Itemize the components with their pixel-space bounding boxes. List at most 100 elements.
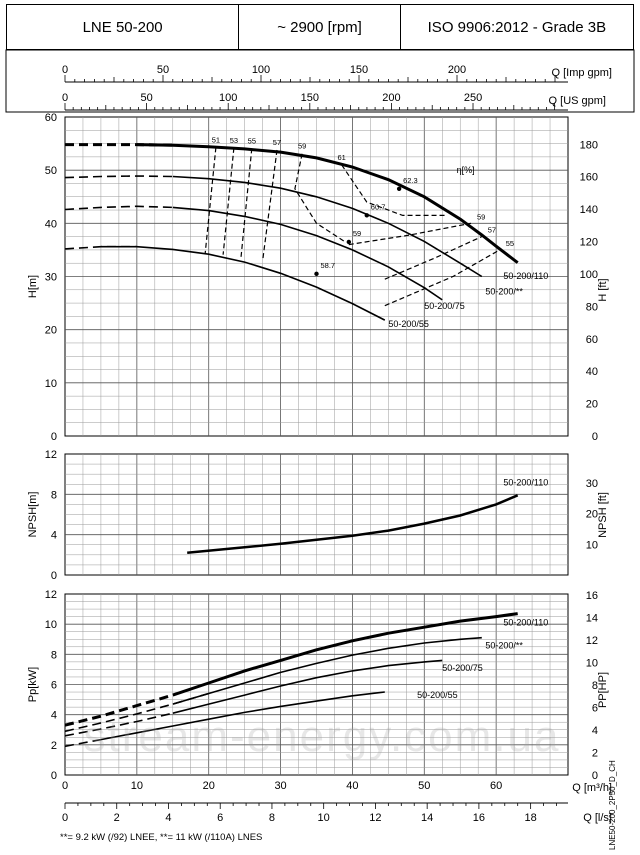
us-axis-title: Q [US gpm] [549, 95, 606, 107]
power-hp-tick: 4 [592, 725, 598, 737]
power-curve-label: 50-200/75 [442, 663, 483, 673]
ls-axis-title: Q [l/s] [583, 812, 612, 824]
head-y-tick: 0 [51, 431, 57, 443]
power-hp-tick: 8 [592, 680, 598, 692]
efficiency-label: 51 [212, 135, 220, 144]
ls-tick-label: 16 [473, 812, 485, 824]
x-m3h-title: Q [m³/h] [572, 782, 612, 794]
model-label: LNE 50-200 [7, 5, 240, 49]
efficiency-curve-6 [348, 222, 472, 246]
head-curve-50-200-75-dashed [64, 205, 173, 211]
power-y-tick: 8 [51, 649, 57, 661]
head-ft-title: H [ft] [597, 278, 609, 301]
head-y-tick: 10 [45, 378, 57, 390]
ls-tick-label: 18 [525, 812, 537, 824]
imp-tick-label: 0 [62, 64, 68, 76]
head-curve-label: 50-200/55 [388, 319, 429, 329]
npsh-curve-50-200-110 [187, 494, 519, 555]
npsh-ft-tick: 30 [586, 478, 598, 490]
npsh-ft-tick: 10 [586, 539, 598, 551]
document-id: LNE50-200_2P50_D_CH [608, 760, 617, 850]
power-hp-title: PP[HP] [597, 672, 609, 708]
npsh-ft-tick: 20 [586, 509, 598, 521]
power-curve-label: 50-200/** [485, 640, 523, 650]
power-curve-50-200--dashed [64, 692, 209, 733]
npsh-curve-label: 50-200/110 [503, 477, 548, 487]
efficiency-curve-0 [204, 147, 217, 255]
power-y-tick: 0 [51, 770, 57, 782]
x-m3h-tick: 0 [62, 780, 68, 792]
efficiency-label: 57 [488, 226, 496, 235]
us-tick-label: 100 [219, 92, 237, 104]
power-hp-tick: 6 [592, 703, 598, 715]
power-curve-50-200-75-dashed [64, 712, 173, 737]
us-tick-label: 0 [62, 92, 68, 104]
head-ft-tick: 0 [592, 431, 598, 443]
power-y-title: Pp[kW] [27, 667, 39, 702]
head-curve-50-200-110 [136, 143, 519, 264]
bep-point [364, 213, 369, 218]
imp-tick-label: 200 [448, 64, 466, 76]
head-ft-tick: 100 [580, 269, 598, 281]
ls-tick-label: 2 [114, 812, 120, 824]
us-tick-label: 50 [140, 92, 152, 104]
power-hp-tick: 12 [586, 635, 598, 647]
x-m3h-tick: 20 [203, 780, 215, 792]
power-curve-50-200-110 [172, 612, 518, 697]
head-y-title: H[m] [27, 275, 39, 298]
imp-axis-title: Q [Imp gpm] [551, 67, 612, 79]
head-ft-tick: 120 [580, 237, 598, 249]
efficiency-curve-3 [262, 149, 278, 262]
efficiency-curve-4 [294, 153, 346, 243]
power-hp-tick: 16 [586, 590, 598, 602]
bep-point [314, 271, 319, 277]
imp-tick-label: 100 [252, 64, 270, 76]
power-hp-tick: 2 [592, 748, 598, 760]
head-y-tick: 30 [45, 272, 57, 284]
head-ft-tick: 160 [580, 172, 598, 184]
power-y-tick: 2 [51, 740, 57, 752]
head-curve-label: 50-200/** [485, 287, 523, 297]
efficiency-curve-1 [222, 147, 235, 255]
ls-tick-label: 10 [318, 812, 330, 824]
power-y-tick: 6 [51, 680, 57, 692]
ls-tick-label: 0 [62, 812, 68, 824]
footnote: **= 9.2 kW (/92) LNEE, **= 11 kW (/110A)… [60, 832, 263, 843]
bep-label: 59 [353, 229, 361, 238]
npsh-y-tick: 4 [51, 530, 57, 542]
efficiency-curve-8 [384, 249, 500, 307]
power-y-tick: 4 [51, 710, 57, 722]
head-curve-50-200--dashed [64, 175, 173, 179]
us-tick-label: 150 [301, 92, 319, 104]
efficiency-unit-label: η[%] [457, 165, 475, 175]
head-ft-tick: 80 [586, 301, 598, 313]
npsh-ft-title: NPSH [ft] [597, 492, 609, 538]
us-tick-label: 200 [382, 92, 400, 104]
standard-label: ISO 9906:2012 - Grade 3B [427, 18, 607, 36]
head-y-tick: 60 [45, 112, 57, 124]
bep-label: 60.7 [371, 202, 386, 211]
head-ft-tick: 180 [580, 139, 598, 151]
x-m3h-tick: 30 [274, 780, 286, 792]
bep-point [396, 186, 402, 191]
head-ft-tick: 20 [586, 399, 598, 411]
ls-tick-label: 4 [165, 812, 171, 824]
x-m3h-tick: 60 [490, 780, 502, 792]
head-ft-tick: 60 [586, 334, 598, 346]
head-y-tick: 20 [45, 325, 57, 337]
x-m3h-tick: 10 [131, 780, 143, 792]
efficiency-label: 55 [248, 136, 256, 145]
npsh-y-title: NPSH[m] [27, 492, 39, 538]
efficiency-label: 57 [273, 138, 281, 147]
us-tick-label: 250 [464, 92, 482, 104]
power-curve-50-200-55 [100, 691, 385, 741]
head-y-tick: 50 [45, 165, 57, 177]
efficiency-label: 55 [506, 239, 514, 248]
head-y-tick: 40 [45, 218, 57, 230]
bep-point [346, 239, 352, 245]
efficiency-label: 61 [337, 153, 345, 162]
bep-label: 58.7 [321, 261, 336, 270]
power-curve-50-200-55-dashed [64, 738, 102, 748]
power-curve-label: 50-200/55 [417, 690, 458, 700]
efficiency-curve-2 [240, 148, 253, 258]
